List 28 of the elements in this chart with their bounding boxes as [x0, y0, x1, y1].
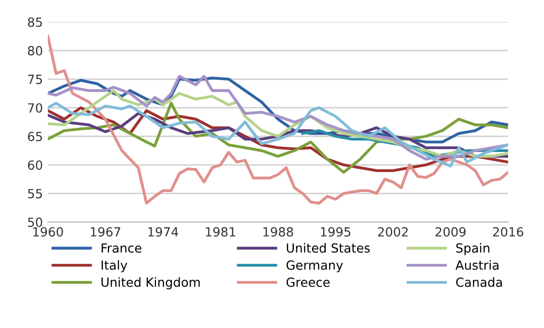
line-series: [48, 34, 508, 205]
y-tick-label: 60: [28, 160, 42, 170]
y-tick-label: 55: [28, 189, 42, 198]
y-tick-label: 85: [28, 17, 42, 27]
x-tick-label: 2016: [493, 227, 524, 237]
legend-label: United Kingdom: [102, 277, 200, 290]
legend-label: Germany: [286, 260, 343, 272]
legend-label: Canada: [456, 277, 502, 287]
legend-label: Greece: [286, 277, 330, 287]
legend-label: Austria: [456, 260, 498, 270]
x-tick-label: 1974: [148, 227, 178, 237]
legend-label: Italy: [102, 260, 128, 272]
x-tick-label: 1981: [206, 227, 236, 237]
legend-label: United States: [286, 243, 370, 253]
y-tick-label: 50: [28, 218, 42, 227]
x-tick-label: 1995: [320, 227, 350, 237]
x-tick-label: 1960: [33, 227, 63, 237]
line-series: [48, 74, 508, 161]
x-tick-label: 2002: [378, 227, 408, 237]
x-tick-label: 1967: [90, 227, 120, 237]
x-tick-label: 1988: [263, 227, 294, 237]
legend-label: France: [102, 243, 142, 253]
y-tick-label: 70: [28, 103, 42, 113]
y-tick-label: 80: [28, 46, 42, 56]
y-tick-label: 65: [28, 132, 42, 142]
x-tick-label: 2009: [436, 227, 466, 237]
y-tick-label: 75: [28, 74, 42, 84]
legend-label: Spain: [456, 243, 490, 256]
